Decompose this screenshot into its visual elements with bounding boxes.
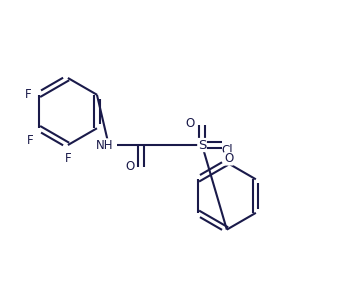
Text: Cl: Cl — [221, 144, 233, 157]
Text: F: F — [26, 134, 33, 147]
Text: O: O — [185, 117, 195, 130]
Text: F: F — [65, 152, 71, 165]
Text: S: S — [198, 139, 206, 151]
Text: O: O — [224, 152, 233, 165]
Text: O: O — [125, 160, 134, 173]
Text: NH: NH — [96, 139, 113, 151]
Text: F: F — [25, 88, 32, 101]
